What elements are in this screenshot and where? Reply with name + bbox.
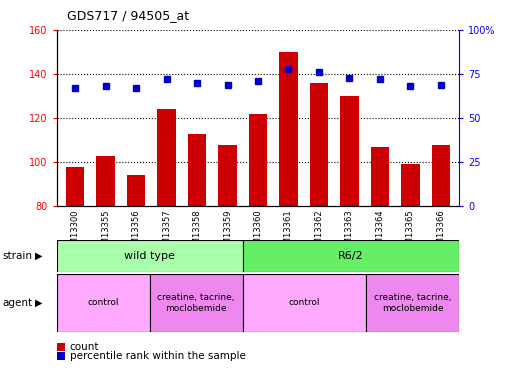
Text: strain: strain — [3, 251, 33, 261]
Bar — [371, 147, 389, 375]
Bar — [57, 240, 243, 272]
Bar — [96, 156, 115, 375]
Bar — [366, 274, 459, 332]
Bar — [66, 166, 84, 375]
Bar — [127, 176, 145, 375]
Text: creatine, tacrine,
moclobemide: creatine, tacrine, moclobemide — [374, 293, 452, 312]
Bar — [310, 83, 328, 375]
Text: count: count — [70, 342, 99, 352]
Text: control: control — [87, 298, 119, 307]
Bar — [57, 274, 150, 332]
Text: GDS717 / 94505_at: GDS717 / 94505_at — [67, 9, 189, 22]
Bar — [218, 145, 237, 375]
Bar — [188, 134, 206, 375]
Bar — [401, 164, 420, 375]
Text: control: control — [288, 298, 320, 307]
Text: wild type: wild type — [124, 251, 175, 261]
Text: R6/2: R6/2 — [338, 251, 364, 261]
Bar — [157, 110, 175, 375]
Bar — [243, 240, 459, 272]
Text: ▶: ▶ — [35, 298, 43, 308]
Text: agent: agent — [3, 298, 33, 308]
Bar — [150, 274, 243, 332]
Bar — [279, 52, 298, 375]
Text: creatine, tacrine,
moclobemide: creatine, tacrine, moclobemide — [157, 293, 235, 312]
Bar — [243, 274, 366, 332]
Bar — [249, 114, 267, 375]
Bar — [432, 145, 450, 375]
Text: ▶: ▶ — [35, 251, 43, 261]
Text: percentile rank within the sample: percentile rank within the sample — [70, 351, 246, 361]
Bar — [341, 96, 359, 375]
